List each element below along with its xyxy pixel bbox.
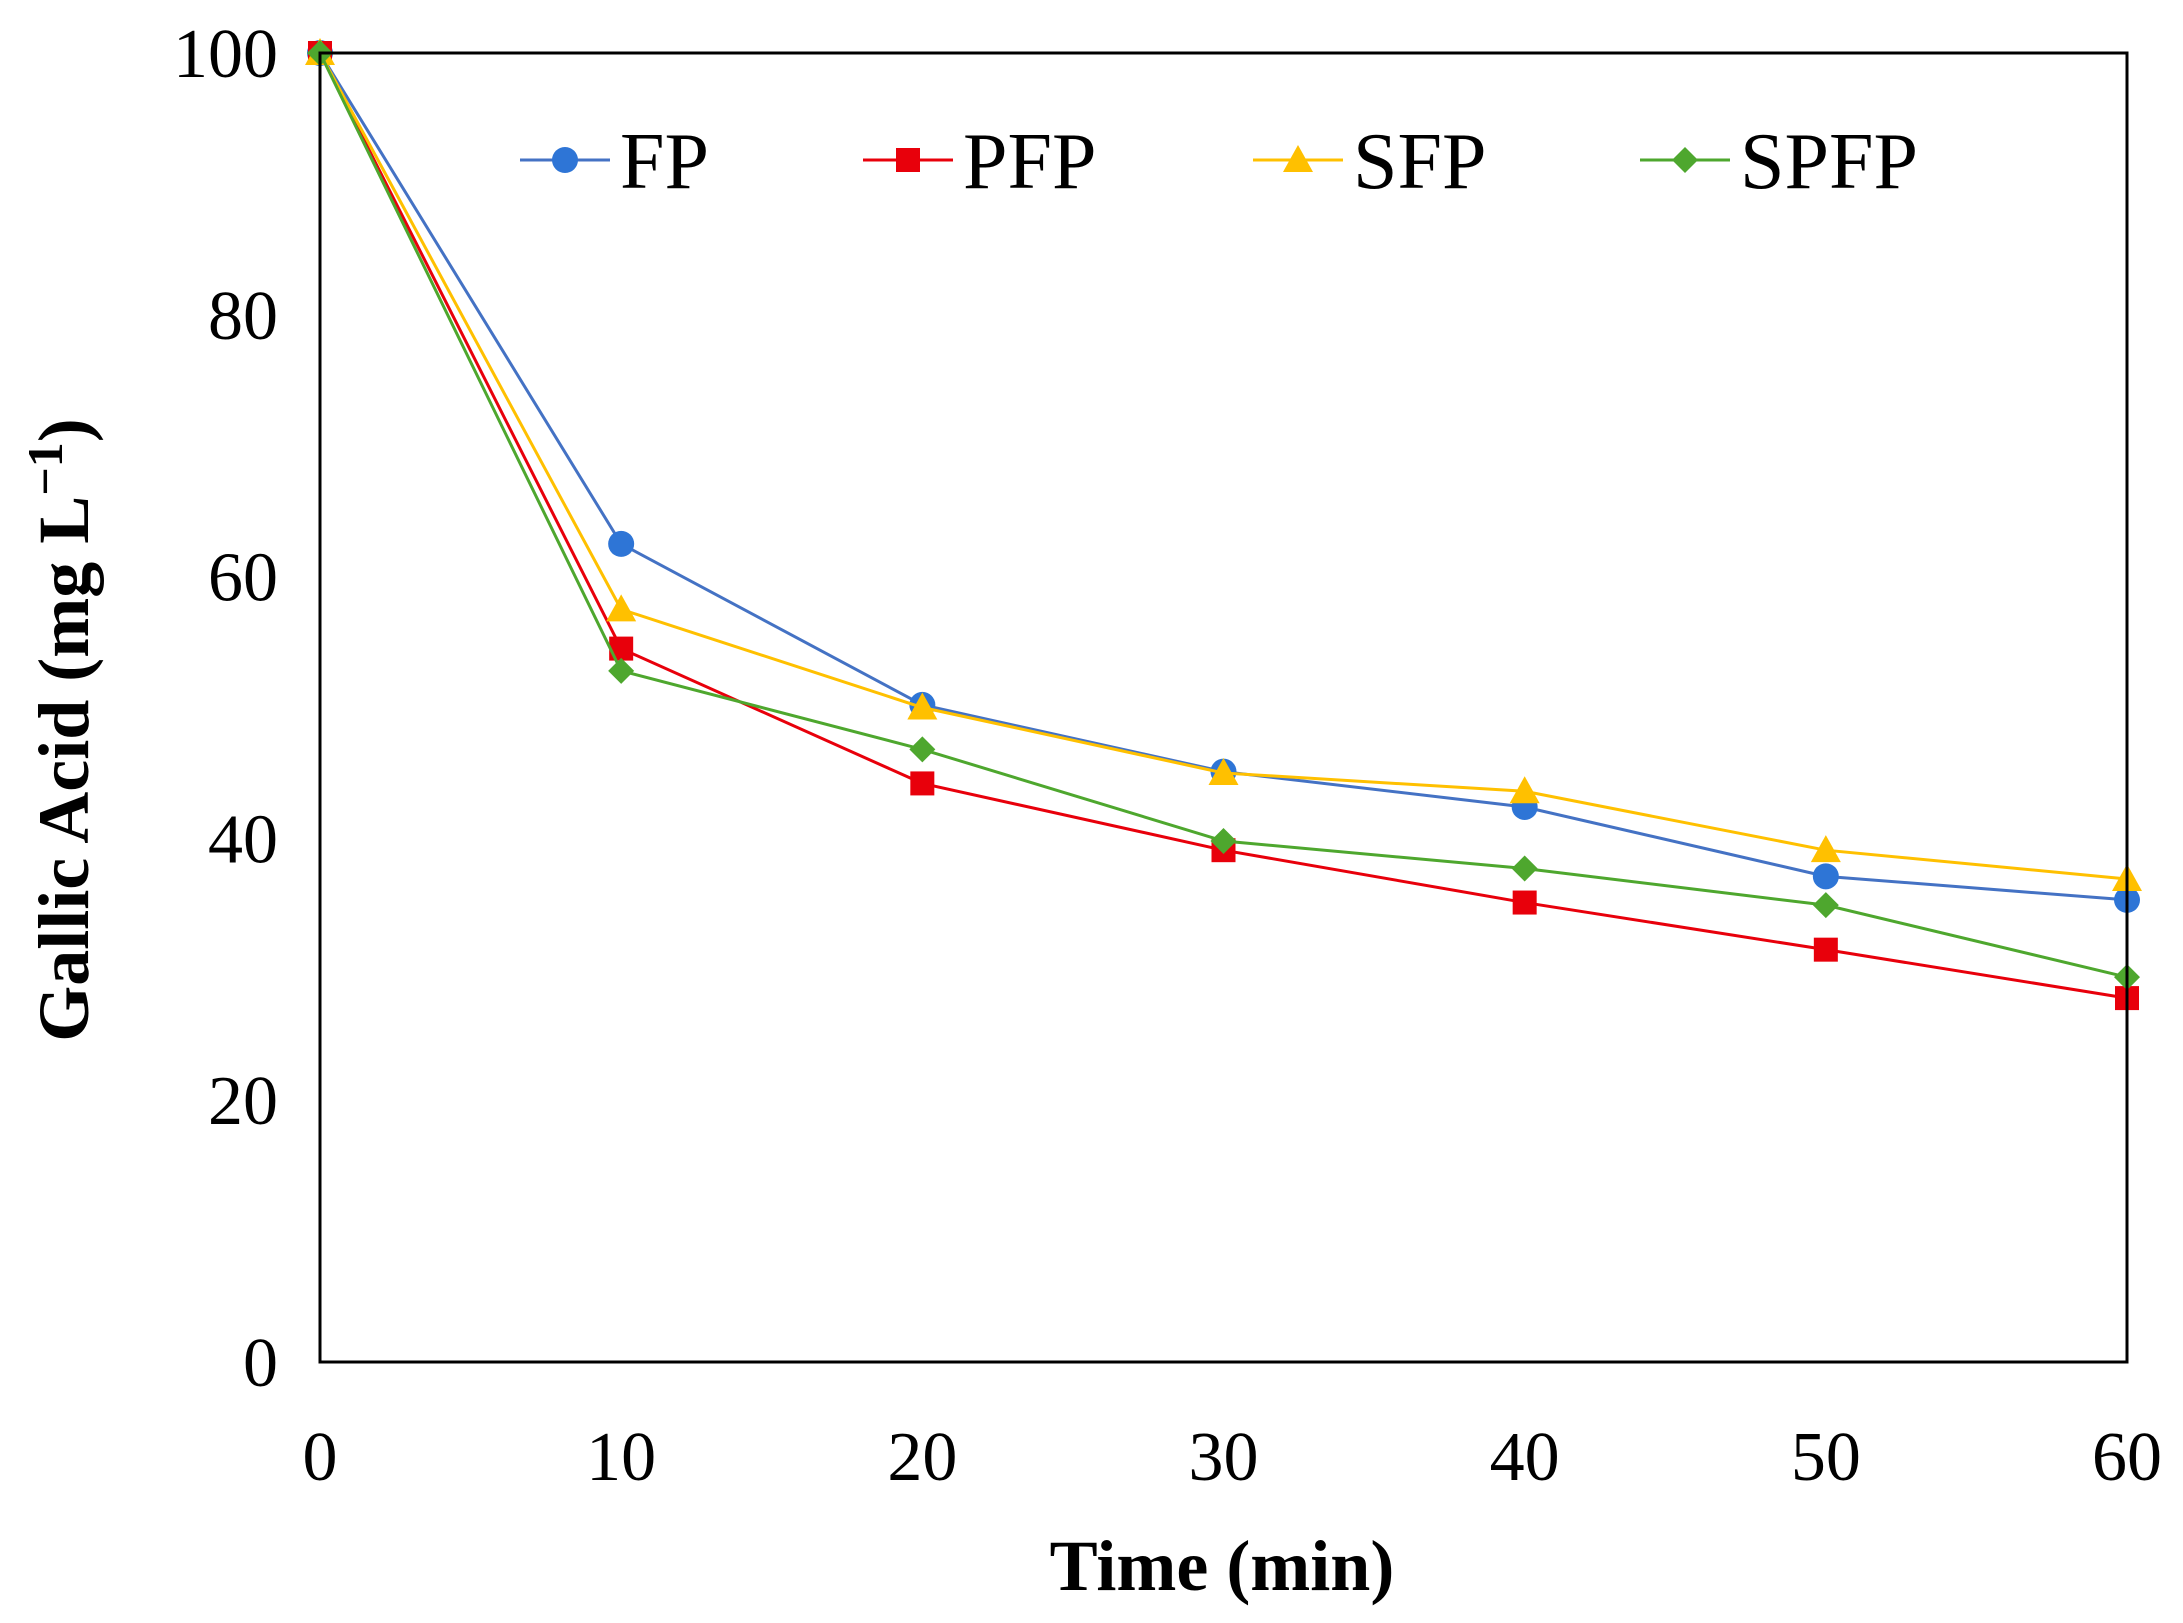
plot-area-frame xyxy=(318,51,2129,1364)
legend-marker-sfp xyxy=(1283,145,1313,172)
data-point-spfp-20 xyxy=(909,736,936,763)
legend-marker-fp xyxy=(552,147,578,173)
data-point-pfp-50 xyxy=(1813,937,1838,962)
y-tick-label-100: 100 xyxy=(173,16,278,93)
legend-item-spfp: SPFP xyxy=(1640,118,1918,206)
data-point-sfp-40 xyxy=(1509,776,1540,804)
legend: FP PFP SFP SPFP xyxy=(520,118,1918,206)
data-point-spfp-10 xyxy=(608,657,635,684)
legend-label-spfp: SPFP xyxy=(1740,118,1918,206)
data-point-sfp-10 xyxy=(606,594,637,622)
data-point-spfp-30 xyxy=(1210,828,1237,855)
data-point-spfp-50 xyxy=(1812,892,1839,919)
data-point-pfp-40 xyxy=(1512,890,1537,915)
legend-item-sfp: SFP xyxy=(1253,118,1486,206)
y-axis-title: Gallic Acid (mg L−1) xyxy=(17,418,104,1041)
data-point-fp-50 xyxy=(1812,863,1839,890)
data-point-sfp-50 xyxy=(1810,835,1841,863)
legend-label-fp: FP xyxy=(620,118,709,206)
x-tick-label-20: 20 xyxy=(887,1419,957,1496)
y-axis-tick-labels: 0 20 40 60 80 100 xyxy=(173,16,278,1402)
x-axis-tick-labels: 0 10 20 30 40 50 60 xyxy=(303,1419,2163,1496)
x-tick-label-30: 30 xyxy=(1189,1419,1259,1496)
y-axis-title-close: ) xyxy=(24,418,104,442)
legend-item-pfp: PFP xyxy=(863,118,1096,206)
series-spfp xyxy=(307,40,2140,991)
y-axis-title-superscript: −1 xyxy=(17,442,73,496)
y-tick-label-40: 40 xyxy=(208,801,278,878)
legend-label-sfp: SFP xyxy=(1353,118,1486,206)
y-tick-label-80: 80 xyxy=(208,278,278,355)
data-point-sfp-20 xyxy=(907,692,938,720)
data-point-spfp-40 xyxy=(1511,855,1538,882)
y-tick-label-20: 20 xyxy=(208,1063,278,1140)
x-tick-label-50: 50 xyxy=(1791,1419,1861,1496)
y-tick-label-0: 0 xyxy=(243,1325,278,1402)
legend-marker-pfp xyxy=(896,148,920,172)
data-point-pfp-20 xyxy=(910,771,935,796)
data-point-sfp-30 xyxy=(1208,757,1239,785)
x-axis-title: Time (min) xyxy=(1050,1526,1395,1606)
x-tick-label-40: 40 xyxy=(1490,1419,1560,1496)
x-tick-label-10: 10 xyxy=(586,1419,656,1496)
x-tick-label-0: 0 xyxy=(303,1419,338,1496)
data-point-fp-10 xyxy=(608,530,635,557)
legend-label-pfp: PFP xyxy=(963,118,1096,206)
legend-marker-spfp xyxy=(1672,147,1698,173)
y-tick-label-60: 60 xyxy=(208,540,278,617)
x-tick-label-60: 60 xyxy=(2092,1419,2162,1496)
legend-item-fp: FP xyxy=(520,118,709,206)
y-axis-title-main: Gallic Acid (mg L xyxy=(24,496,104,1042)
